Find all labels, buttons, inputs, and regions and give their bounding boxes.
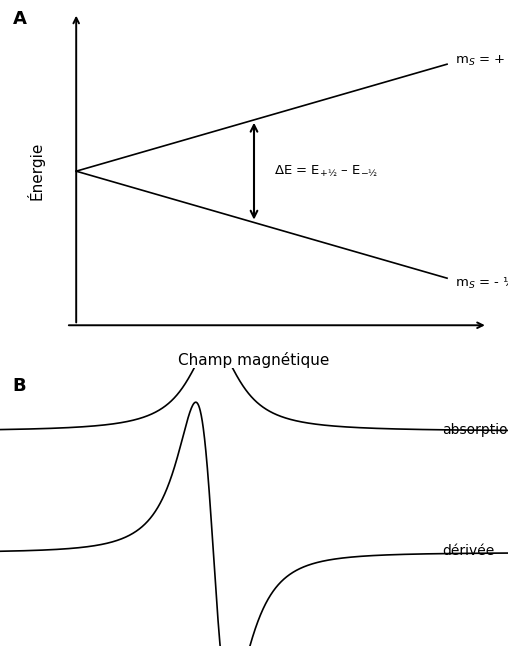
Text: dérivée: dérivée: [442, 545, 494, 558]
Text: absorption: absorption: [442, 423, 508, 437]
Text: m$_S$ = + ½: m$_S$ = + ½: [455, 52, 508, 68]
Text: ΔE = E$_{+½}$ – E$_{-½}$: ΔE = E$_{+½}$ – E$_{-½}$: [274, 163, 378, 179]
Text: B: B: [13, 377, 26, 395]
Text: A: A: [13, 10, 26, 28]
Text: Énergie: Énergie: [26, 142, 45, 200]
Text: Champ magnétique: Champ magnétique: [178, 352, 330, 368]
Text: m$_S$ = - ½: m$_S$ = - ½: [455, 275, 508, 291]
